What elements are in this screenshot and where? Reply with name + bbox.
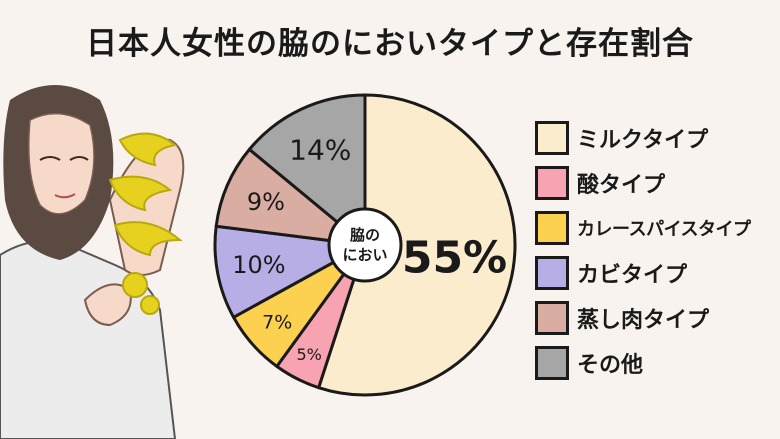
chart-legend: ミルクタイプ 酸タイプ カレースパイスタイプ カビタイプ 蒸し肉タイプ その他 [535,118,775,388]
odor-effect [108,132,183,315]
legend-swatch [535,166,569,200]
pie-slice [214,147,367,247]
legend-item: ミルクタイプ [535,118,775,158]
pie-slice-labels: 55% 5% 7% 10% 9%14% [232,134,507,365]
hand [83,283,132,327]
pie-slice-label: 55% [402,232,507,283]
legend-item: 酸タイプ [535,163,775,203]
page-title: 日本人女性の脇のにおいタイプと存在割合 [86,26,694,62]
pie-slice-label: 5% [297,345,322,364]
legend-swatch [535,301,569,335]
legend-item: カビタイプ [535,253,775,293]
legend-item: 蒸し肉タイプ [535,298,775,338]
center-label-line-1: 脇の [350,226,380,244]
pie-slice [317,93,517,397]
legend-label: カレースパイスタイプ [577,219,751,240]
legend-label: 酸タイプ [577,173,666,198]
center-label-circle [327,207,403,283]
pie-slice [213,224,367,319]
pie-chart: 55% 5% 7% 10% 9%14% 脇の におい [213,93,517,397]
legend-swatch [535,211,569,245]
legend-swatch [535,346,569,380]
pie-slice-label: 9% [247,188,285,216]
legend-item: カレースパイスタイプ [535,208,775,248]
legend-label: 蒸し肉タイプ [577,308,710,333]
legend-label: その他 [577,353,644,378]
pie-slice [247,93,367,247]
pie-slices [213,93,517,397]
pie-slice-label: 14% [289,134,351,167]
legend-swatch [535,256,569,290]
pie-slice-label: 7% [262,311,292,333]
legend-swatch [535,121,569,155]
face [28,112,95,215]
legend-item: その他 [535,343,775,383]
legend-label: ミルクタイプ [577,128,709,153]
legend-label: カビタイプ [577,263,688,288]
pie-slice-label: 10% [232,251,285,279]
center-label-line-2: におい [342,246,387,264]
woman-illustration [0,85,185,439]
